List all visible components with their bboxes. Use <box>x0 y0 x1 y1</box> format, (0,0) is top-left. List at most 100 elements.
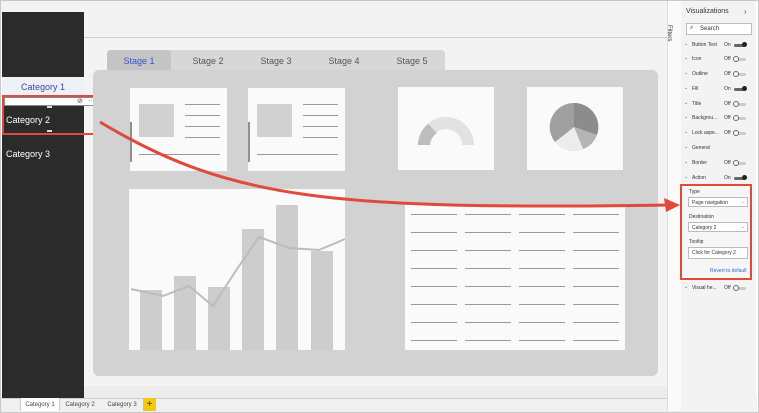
chart-bar <box>140 290 162 350</box>
prop-action[interactable]: ⌄ Action On <box>684 174 754 184</box>
category-nav-panel <box>2 12 84 398</box>
prop-label: Outline <box>692 71 708 77</box>
table-cell <box>573 268 619 269</box>
prop-label: Backgrou... <box>692 115 718 121</box>
prop-general[interactable]: ⌄ General <box>684 144 754 154</box>
tooltip-input[interactable]: Click for Category 2 <box>688 247 748 259</box>
chevron-down-icon: ⌄ <box>684 284 689 290</box>
table-cell <box>519 232 565 233</box>
toggle-switch[interactable] <box>733 130 746 136</box>
table-cell <box>519 340 565 341</box>
toggle-switch[interactable] <box>734 86 747 91</box>
toggle-switch[interactable] <box>733 56 746 62</box>
search-icon: ⌕ <box>690 25 694 31</box>
tab-stage-5[interactable]: Stage 5 <box>396 56 428 66</box>
page-tab-category-2[interactable]: Category 2 <box>65 401 95 408</box>
prop-background[interactable]: ⌄ Backgrou... Off <box>684 114 754 124</box>
filters-label[interactable]: Filters <box>666 25 672 42</box>
table-cell <box>411 214 457 215</box>
destination-label: Destination <box>689 214 715 220</box>
prop-label: Border <box>692 160 708 166</box>
toggle-switch[interactable] <box>734 42 747 47</box>
prop-value: Off <box>724 160 731 166</box>
search-input[interactable]: ⌕ Search <box>686 23 752 35</box>
prop-icon[interactable]: ⌄ Icon Off <box>684 55 754 65</box>
prop-title[interactable]: ⌄ Title Off <box>684 100 754 110</box>
chevron-down-icon: ⌄ <box>684 85 689 91</box>
type-dropdown[interactable]: Page navigation ⌄ <box>688 197 748 207</box>
resize-handle[interactable] <box>47 130 52 132</box>
text-line <box>303 137 338 138</box>
card-visual[interactable] <box>248 88 345 171</box>
toggle-switch[interactable] <box>734 175 747 180</box>
page-tab-category-1[interactable]: Category 1 <box>20 398 60 411</box>
prop-border[interactable]: ⌄ Border Off <box>684 159 754 169</box>
destination-dropdown[interactable]: Category 2 ⌄ <box>688 222 748 232</box>
prop-visual-header[interactable]: ⌄ Visual he... Off <box>684 284 754 294</box>
prop-button-text[interactable]: ⌄ Button Text On <box>684 41 754 51</box>
category-3-button[interactable]: Category 3 <box>6 149 51 159</box>
chevron-down-icon: ⌄ <box>684 174 689 180</box>
destination-value: Category 2 <box>692 225 717 231</box>
chart-bar <box>242 229 264 350</box>
page-tabs-bar <box>1 398 757 412</box>
type-value: Page navigation <box>692 200 728 206</box>
collapse-pane-icon[interactable]: › <box>744 7 747 16</box>
tab-stage-2[interactable]: Stage 2 <box>192 56 224 66</box>
tab-stage-4[interactable]: Stage 4 <box>328 56 360 66</box>
prop-value: Off <box>724 285 731 291</box>
prop-label: Action <box>692 175 706 181</box>
table-cell <box>465 214 511 215</box>
chevron-down-icon: ⌄ <box>684 70 689 76</box>
table-cell <box>519 250 565 251</box>
text-line <box>185 126 220 127</box>
table-cell <box>519 268 565 269</box>
table-cell <box>573 304 619 305</box>
tooltip-label: Tooltip <box>689 239 704 245</box>
more-options-icon[interactable]: ··· <box>88 97 95 104</box>
revert-to-default-link[interactable]: Revert to default <box>710 268 747 274</box>
chevron-down-icon: ⌄ <box>684 159 689 165</box>
resize-handle[interactable] <box>47 106 52 108</box>
chevron-down-icon: ⌄ <box>684 129 689 135</box>
category-1-button[interactable]: Category 1 <box>20 82 66 92</box>
chevron-down-icon: ⌄ <box>684 114 689 120</box>
prop-label: Visual he... <box>692 285 717 291</box>
tab-stage-1[interactable]: Stage 1 <box>107 50 171 72</box>
table-cell <box>465 232 511 233</box>
visualizations-title: Visualizations <box>686 8 729 15</box>
chevron-down-icon: ⌄ <box>740 224 745 230</box>
toggle-switch[interactable] <box>733 285 746 291</box>
table-cell <box>411 286 457 287</box>
gauge-visual[interactable] <box>398 87 494 170</box>
table-cell <box>411 232 457 233</box>
add-page-button[interactable]: + <box>143 398 156 411</box>
prop-lock-aspect[interactable]: ⌄ Lock aspe... Off <box>684 129 754 139</box>
card-visual[interactable] <box>130 88 227 171</box>
prop-label: General <box>692 145 710 151</box>
prop-fill[interactable]: ⌄ Fill On <box>684 85 754 95</box>
table-cell <box>411 250 457 251</box>
tab-stage-3[interactable]: Stage 3 <box>260 56 292 66</box>
toggle-switch[interactable] <box>733 160 746 166</box>
image-placeholder <box>257 104 292 137</box>
combo-chart-visual[interactable] <box>129 189 345 350</box>
table-visual[interactable] <box>405 205 625 350</box>
table-cell <box>465 286 511 287</box>
toggle-switch[interactable] <box>733 115 746 121</box>
text-line <box>139 154 220 155</box>
filter-icon[interactable]: ⊘ <box>77 98 83 105</box>
category-2-button[interactable]: Category 2 <box>6 115 51 125</box>
prop-label: Title <box>692 101 702 107</box>
prop-outline[interactable]: ⌄ Outline Off <box>684 70 754 80</box>
prop-value: Off <box>724 71 731 77</box>
table-cell <box>411 340 457 341</box>
pie-visual[interactable] <box>527 87 623 170</box>
text-line <box>185 104 220 105</box>
toggle-switch[interactable] <box>733 101 746 107</box>
chevron-down-icon: ⌄ <box>740 199 745 205</box>
page-tab-category-3[interactable]: Category 3 <box>107 401 137 408</box>
table-cell <box>465 340 511 341</box>
toggle-switch[interactable] <box>733 71 746 77</box>
table-cell <box>465 268 511 269</box>
